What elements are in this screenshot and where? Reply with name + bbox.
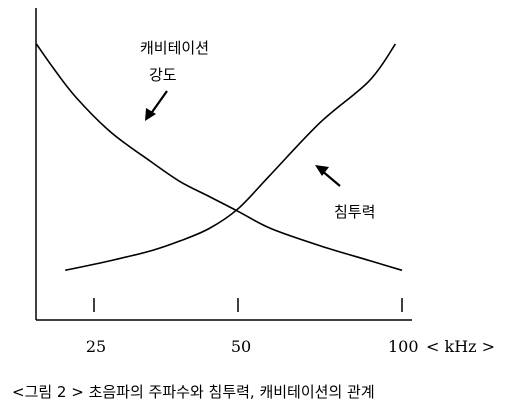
- series-line-cavitation: [35, 43, 403, 272]
- x-tick-label-50: 50: [231, 337, 251, 356]
- annotation-cavitation-line1: 캐비테이션: [140, 39, 209, 57]
- figure-caption: <그림 2 > 초음파의 주파수와 침투력, 캐비테이션의 관계: [12, 383, 375, 401]
- x-unit-label: < kHz >: [426, 337, 495, 356]
- annotation-penetration: 침투력: [334, 203, 375, 221]
- annotation-arrow-cavitation: [145, 90, 168, 121]
- x-tick-label-25: 25: [86, 337, 106, 356]
- series-line-penetration: [65, 43, 397, 272]
- annotation-arrow-penetration: [315, 165, 341, 187]
- x-tick-label-100: 100: [388, 337, 419, 356]
- annotation-cavitation-line2: 강도: [149, 66, 177, 84]
